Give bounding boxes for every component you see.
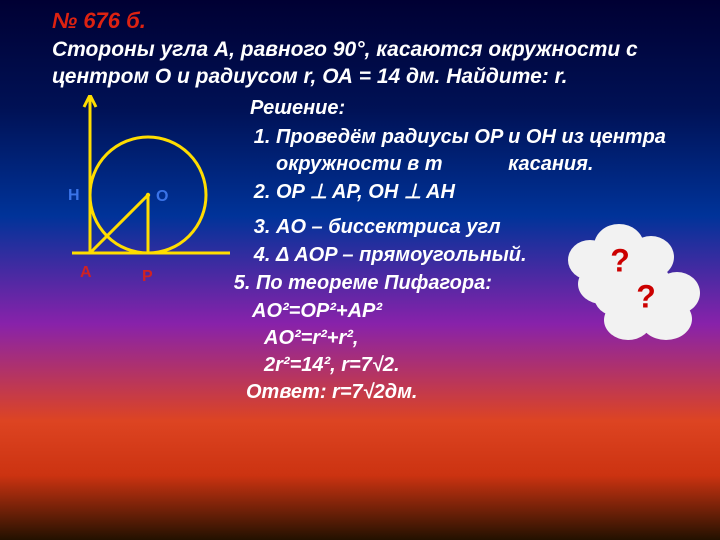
step-1: Проведём радиусы OP и OH из центра окруж… [276,124,692,178]
task-number: № 676 б. [52,8,692,34]
problem-text: Cтороны угла А, равного 90°, касаются ок… [52,36,692,91]
solution-title: Решение: [238,95,692,122]
calc-3: 2r²=14², r=7√2. [238,352,692,379]
label-A: A [80,264,92,281]
label-H: H [68,187,80,204]
step-2: OP ⊥ AP, OH ⊥ AH [276,179,692,206]
answer: Ответ: r=7√2дм. [238,379,692,406]
label-O: O [156,188,168,205]
figure: H O A P [52,95,232,406]
thought-cloud-front: ? [586,254,706,344]
label-P: P [142,268,153,285]
question-mark-icon: ? [636,279,656,316]
